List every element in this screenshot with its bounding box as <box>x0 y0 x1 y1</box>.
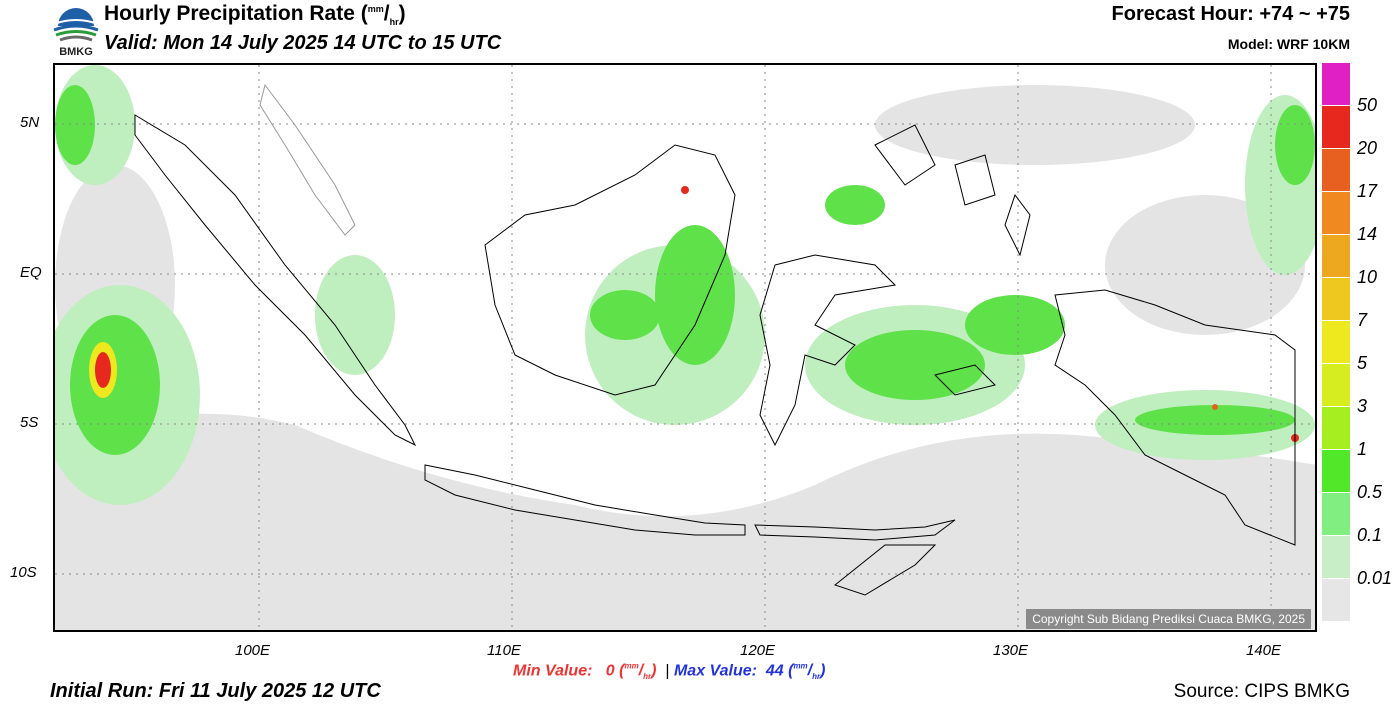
colorbar-label: 0.01 <box>1357 568 1393 588</box>
max-value: 44 <box>765 662 784 680</box>
colorbar-segment <box>1322 149 1350 192</box>
map-canvas <box>55 65 1315 630</box>
colorbar-label: 17 <box>1357 181 1378 201</box>
bmkg-logo: BMKG <box>52 2 100 62</box>
logo-text: BMKG <box>59 46 93 58</box>
source: Source: CIPS BMKG <box>1173 681 1350 702</box>
title-close: ) <box>398 2 406 25</box>
lat-label-5s: 5S <box>20 414 39 431</box>
title-unit-hr: hr <box>389 17 399 28</box>
colorbar-label: 0.1 <box>1357 525 1383 545</box>
model-name: Model: WRF 10KM <box>1227 36 1350 52</box>
colorbar-segment <box>1322 235 1350 278</box>
colorbar-segment <box>1322 192 1350 235</box>
separator: | <box>665 662 670 680</box>
colorbar-label: 10 <box>1357 267 1378 287</box>
min-value: 0 <box>605 662 615 680</box>
colorbar-segment <box>1322 407 1350 450</box>
max-unit-mm: mm <box>793 662 808 671</box>
colorbar-label: 14 <box>1357 224 1378 244</box>
rain-green-areas <box>55 85 1315 455</box>
min-max-values: Min Value: 0 (mm/hr) | Max Value: 44 (mm… <box>513 662 826 682</box>
colorbar-label: 20 <box>1357 138 1378 158</box>
colorbar-segment <box>1322 493 1350 536</box>
min-unit-mm: mm <box>624 662 639 671</box>
colorbar-segment <box>1322 106 1350 149</box>
rain-light-areas <box>55 85 1315 630</box>
colorbar-segment <box>1322 579 1350 622</box>
title-unit-slash: / <box>383 2 390 25</box>
colorbar-segment <box>1322 450 1350 493</box>
colorbar-label: 1 <box>1357 439 1368 459</box>
precipitation-map: Copyright Sub Bidang Prediksi Cuaca BMKG… <box>53 63 1317 632</box>
colorbar-label: 3 <box>1357 396 1368 416</box>
colorbar-segment <box>1322 364 1350 407</box>
min-unit-hr: hr <box>643 672 652 682</box>
min-label: Min Value: <box>513 662 593 680</box>
lat-label-5n: 5N <box>20 114 40 131</box>
map-gridlines <box>55 65 1315 630</box>
coastlines <box>134 83 1296 596</box>
title-text: Hourly Precipitation Rate ( <box>104 2 368 25</box>
title-unit-mm: mm <box>367 4 384 14</box>
colorbar-segment <box>1322 63 1350 106</box>
colorbar-label: 5 <box>1357 353 1368 373</box>
max-label: Max Value: <box>673 662 757 680</box>
max-unit-hr: hr <box>812 672 821 682</box>
forecast-hour: Forecast Hour: +74 ~ +75 <box>1111 3 1350 25</box>
colorbar-segment <box>1322 278 1350 321</box>
colorbar <box>1322 63 1350 622</box>
copyright-notice: Copyright Sub Bidang Prediksi Cuaca BMKG… <box>1026 609 1311 629</box>
lat-label-10s: 10S <box>10 564 37 581</box>
colorbar-segment <box>1322 321 1350 364</box>
initial-run: Initial Run: Fri 11 July 2025 12 UTC <box>50 680 381 702</box>
colorbar-label: 0.5 <box>1357 482 1383 502</box>
colorbar-label: 7 <box>1357 310 1368 330</box>
colorbar-label: 50 <box>1357 95 1378 115</box>
lon-label-110e: 110E <box>487 642 521 659</box>
valid-time: Valid: Mon 14 July 2025 14 UTC to 15 UTC <box>104 32 502 54</box>
lon-label-140e: 140E <box>1246 642 1282 659</box>
colorbar-segment <box>1322 536 1350 579</box>
lon-label-100e: 100E <box>235 642 271 659</box>
lon-label-120e: 120E <box>740 642 776 659</box>
lon-label-130e: 130E <box>993 642 1029 659</box>
lat-label-eq: EQ <box>20 264 42 281</box>
chart-title: Hourly Precipitation Rate (mm/hr) <box>104 2 406 27</box>
